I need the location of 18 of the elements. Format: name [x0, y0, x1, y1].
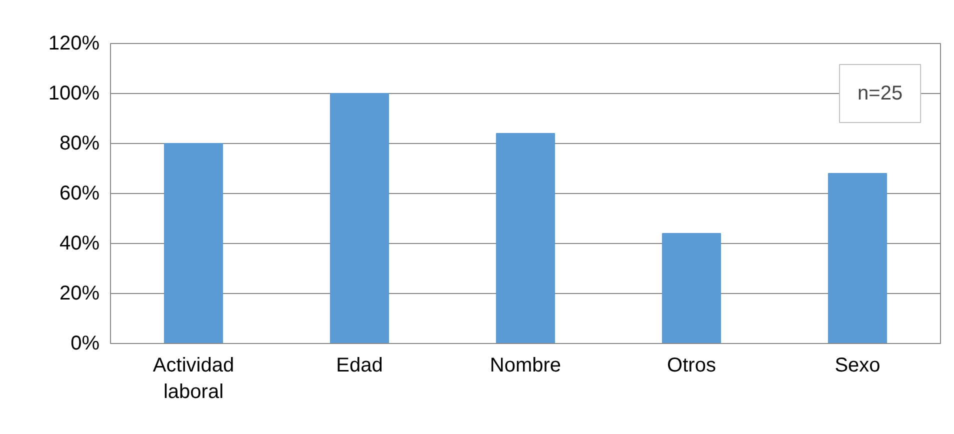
bar — [496, 133, 556, 344]
x-tick-label: Nombre — [490, 354, 562, 376]
y-tick-label: 40% — [59, 232, 100, 254]
x-tick-label: Edad — [336, 354, 383, 376]
y-tick-label: 100% — [48, 82, 100, 104]
y-tick-label: 60% — [59, 182, 100, 204]
x-tick-label: Actividad laboral — [152, 354, 234, 403]
bar — [828, 173, 888, 344]
y-tick-label: 80% — [59, 132, 100, 154]
bar — [330, 93, 390, 344]
y-tick-label: 0% — [70, 332, 100, 354]
x-tick-label: Sexo — [834, 354, 880, 376]
y-tick-label: 120% — [48, 32, 100, 54]
bar — [662, 233, 722, 344]
x-tick-label: Otros — [667, 354, 716, 376]
bar — [164, 143, 224, 344]
y-tick-label: 20% — [59, 282, 100, 304]
annotation: n=25 — [858, 82, 903, 104]
